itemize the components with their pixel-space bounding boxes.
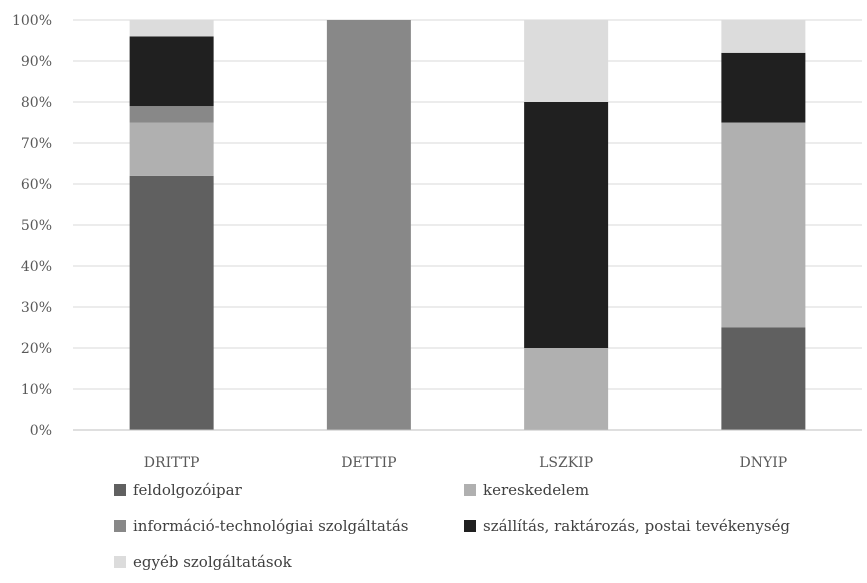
x-category-label: DNYIP <box>740 455 788 471</box>
bar-segment <box>129 20 214 37</box>
legend-swatch <box>464 520 476 532</box>
y-tick-label: 10% <box>21 382 52 398</box>
legend-item: információ-technológiai szolgáltatás <box>114 517 408 535</box>
bar-segment <box>129 106 214 123</box>
legend-label: szállítás, raktározás, postai tevékenysé… <box>483 517 790 535</box>
legend-item: egyéb szolgáltatások <box>114 553 292 571</box>
y-tick-label: 80% <box>21 95 52 111</box>
x-category-label: DRITTP <box>144 455 200 471</box>
bar-segment <box>129 122 214 176</box>
stacked-bar-chart: 0% 10% 20% 30% 40% 50% 60% 70% 80% 90% 100% DRITTP… <box>12 13 862 471</box>
y-tick-label: 70% <box>21 136 52 152</box>
y-axis-ticks: 0% 10% 20% 30% 40% 50% 60% 70% 80% 90% 100% <box>12 13 52 439</box>
x-category-label: LSZKIP <box>539 455 593 471</box>
y-tick-label: 90% <box>21 54 52 70</box>
bars <box>73 20 862 431</box>
bar-segment <box>524 102 609 348</box>
legend-swatch <box>114 484 126 496</box>
y-tick-label: 50% <box>21 218 52 234</box>
y-tick-label: 100% <box>12 13 52 29</box>
y-tick-label: 20% <box>21 341 52 357</box>
bar-segment <box>524 348 609 430</box>
bar-segment <box>721 327 806 430</box>
legend-label: információ-technológiai szolgáltatás <box>133 517 409 535</box>
legend-swatch <box>114 520 126 532</box>
bar-segment <box>129 36 214 107</box>
legend-item: szállítás, raktározás, postai tevékenysé… <box>464 517 790 535</box>
legend-swatch <box>114 556 126 568</box>
legend-item: kereskedelem <box>464 481 589 499</box>
legend-swatch <box>464 484 476 496</box>
legend-item: feldolgozóipar <box>114 481 242 499</box>
y-tick-label: 40% <box>21 259 52 275</box>
y-tick-label: 30% <box>21 300 52 316</box>
bar-segment <box>326 20 411 430</box>
y-tick-label: 0% <box>30 423 52 439</box>
legend-label: feldolgozóipar <box>133 481 242 499</box>
bar-segment <box>721 52 806 123</box>
x-axis-categories: DRITTP DETTIP LSZKIP DNYIP <box>144 455 787 471</box>
bar-segment <box>721 20 806 53</box>
x-category-label: DETTIP <box>341 455 396 471</box>
y-tick-label: 60% <box>21 177 52 193</box>
bar-segment <box>129 175 214 430</box>
bar-segment <box>721 122 806 328</box>
legend-label: egyéb szolgáltatások <box>133 553 292 571</box>
legend-label: kereskedelem <box>483 481 590 499</box>
bar-segment <box>524 20 609 102</box>
